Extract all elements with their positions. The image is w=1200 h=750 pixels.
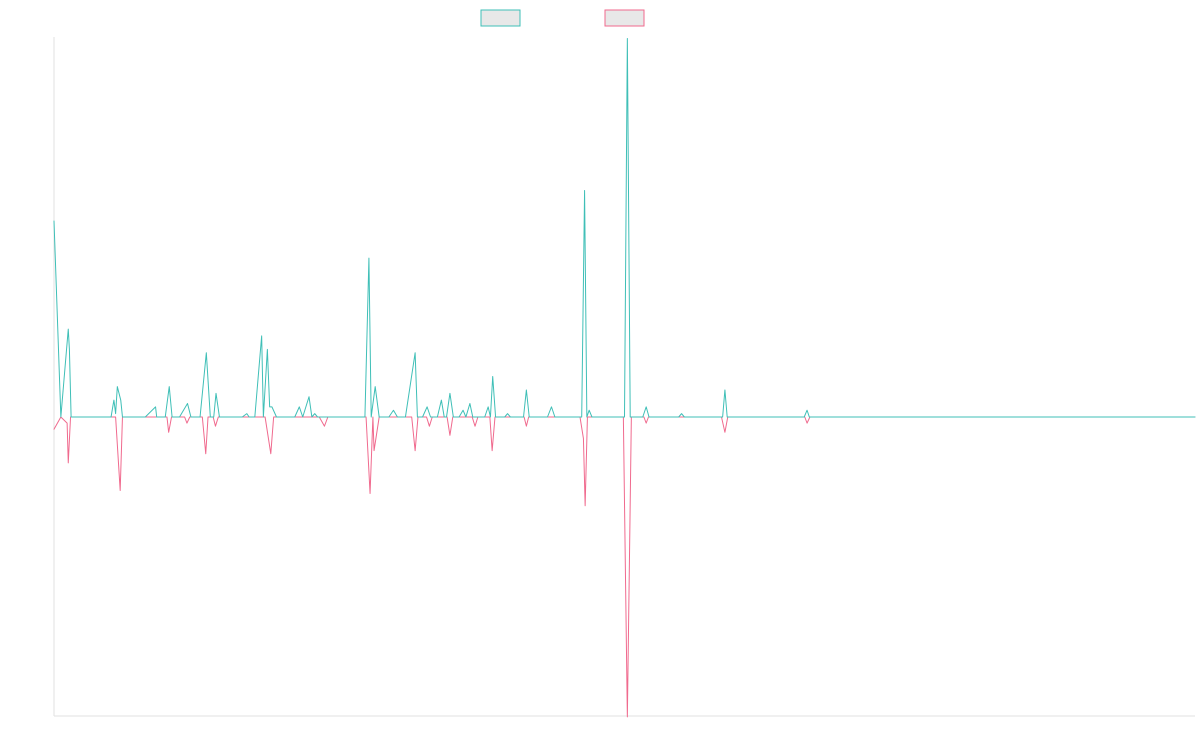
series-b-line <box>53 416 1196 718</box>
axes <box>53 37 1195 717</box>
legend-swatch-series-a[interactable] <box>480 9 521 27</box>
series-a-line <box>53 37 1196 418</box>
legend <box>480 9 645 27</box>
series-layer <box>53 37 1196 718</box>
legend-swatch-series-b[interactable] <box>604 9 645 27</box>
